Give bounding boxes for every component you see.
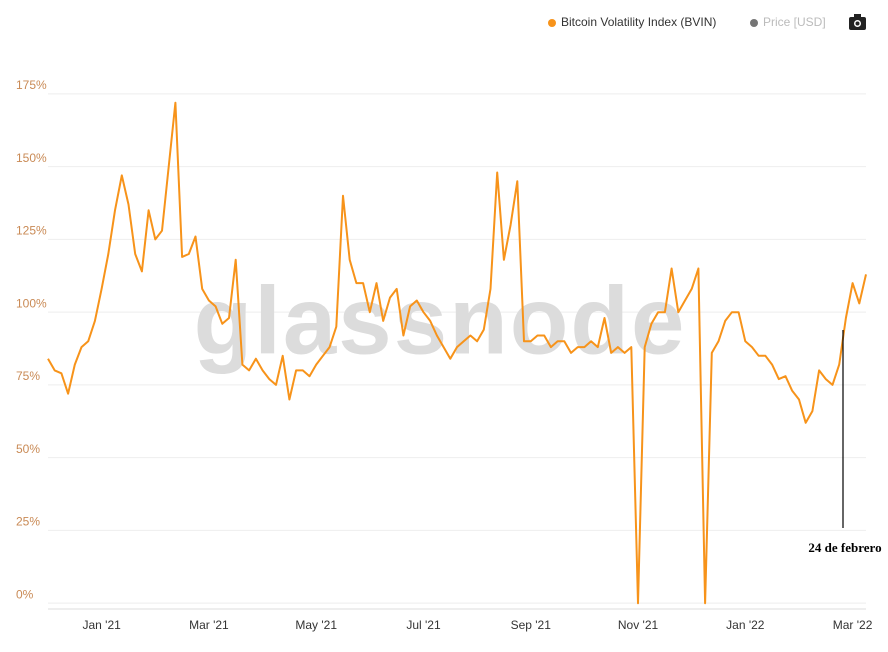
- x-tick-label: May '21: [295, 618, 337, 632]
- legend-label[interactable]: Price [USD]: [763, 15, 826, 29]
- legend-label[interactable]: Bitcoin Volatility Index (BVIN): [561, 15, 716, 29]
- x-tick-label: Nov '21: [618, 618, 659, 632]
- data-line: [47, 101, 867, 605]
- x-tick-label: Mar '21: [189, 618, 229, 632]
- legend-marker: [750, 19, 758, 27]
- y-tick-label: 50%: [16, 442, 40, 456]
- x-tick-label: Sep '21: [511, 618, 552, 632]
- watermark: glassnode: [194, 267, 687, 374]
- legend-marker: [548, 19, 556, 27]
- x-tick-label: Jan '21: [82, 618, 121, 632]
- y-tick-label: 125%: [16, 224, 47, 238]
- y-tick-label: 175%: [16, 78, 47, 92]
- x-tick-label: Jan '22: [726, 618, 765, 632]
- y-tick-label: 25%: [16, 515, 40, 529]
- y-tick-label: 0%: [16, 587, 34, 601]
- x-tick-label: Mar '22: [833, 618, 873, 632]
- y-tick-label: 150%: [16, 151, 47, 165]
- x-tick-label: Jul '21: [406, 618, 441, 632]
- camera-icon[interactable]: [849, 14, 866, 30]
- y-tick-label: 75%: [16, 369, 40, 383]
- y-tick-label: 100%: [16, 296, 47, 310]
- annotation-text: 24 de febrero: [808, 540, 881, 555]
